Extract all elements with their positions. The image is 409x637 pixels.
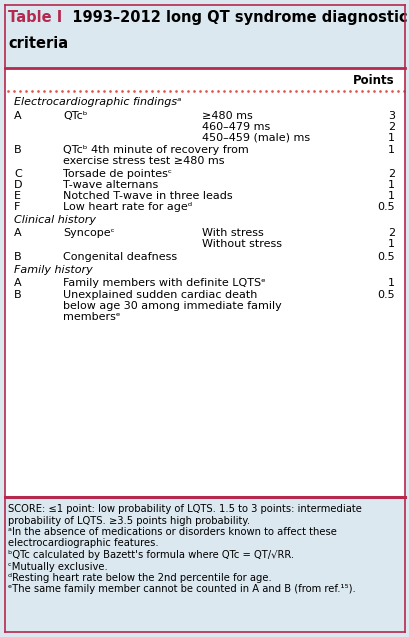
Text: ᵇQTc calculated by Bazett's formula where QTc = QT/√RR.: ᵇQTc calculated by Bazett's formula wher…	[8, 550, 293, 560]
Text: membersᵉ: membersᵉ	[63, 312, 120, 322]
Text: 2: 2	[387, 169, 394, 179]
Text: With stress: With stress	[202, 228, 263, 238]
Text: Without stress: Without stress	[202, 239, 281, 249]
Text: electrocardiographic features.: electrocardiographic features.	[8, 538, 158, 548]
Text: Family history: Family history	[14, 265, 92, 275]
Text: 3: 3	[387, 111, 394, 121]
Text: B: B	[14, 290, 22, 300]
Text: 1: 1	[387, 191, 394, 201]
Text: ᶜMutually exclusive.: ᶜMutually exclusive.	[8, 561, 108, 571]
Text: A: A	[14, 228, 22, 238]
Text: B: B	[14, 145, 22, 155]
Text: 2: 2	[387, 228, 394, 238]
Text: 460–479 ms: 460–479 ms	[202, 122, 270, 132]
Text: 0.5: 0.5	[376, 252, 394, 262]
Text: 2: 2	[387, 122, 394, 132]
Text: D: D	[14, 180, 22, 190]
Text: A: A	[14, 111, 22, 121]
Text: ≥480 ms: ≥480 ms	[202, 111, 252, 121]
Text: Table I: Table I	[8, 10, 62, 25]
Text: T-wave alternans: T-wave alternans	[63, 180, 158, 190]
Bar	[5, 68, 404, 497]
Text: Congenital deafness: Congenital deafness	[63, 252, 177, 262]
Bar	[5, 5, 404, 68]
Text: C: C	[14, 169, 22, 179]
Text: ᵉThe same family member cannot be counted in A and B (from ref.¹⁵).: ᵉThe same family member cannot be counte…	[8, 585, 355, 594]
Text: Torsade de pointesᶜ: Torsade de pointesᶜ	[63, 169, 172, 179]
Text: QTcᵇ 4th minute of recovery from: QTcᵇ 4th minute of recovery from	[63, 145, 248, 155]
Text: Unexplained sudden cardiac death: Unexplained sudden cardiac death	[63, 290, 257, 300]
Text: ᵃIn the absence of medications or disorders known to affect these: ᵃIn the absence of medications or disord…	[8, 527, 336, 537]
Text: Electrocardiographic findingsᵃ: Electrocardiographic findingsᵃ	[14, 97, 181, 107]
Text: B: B	[14, 252, 22, 262]
Text: 1: 1	[387, 145, 394, 155]
Text: 1: 1	[387, 278, 394, 288]
Text: below age 30 among immediate family: below age 30 among immediate family	[63, 301, 281, 311]
Text: 1: 1	[387, 180, 394, 190]
Text: 1: 1	[387, 239, 394, 249]
Text: 1993–2012 long QT syndrome diagnostic: 1993–2012 long QT syndrome diagnostic	[62, 10, 407, 25]
Text: Syncopeᶜ: Syncopeᶜ	[63, 228, 115, 238]
Text: Low heart rate for ageᵈ: Low heart rate for ageᵈ	[63, 202, 192, 212]
Text: Notched T-wave in three leads: Notched T-wave in three leads	[63, 191, 232, 201]
Text: QTcᵇ: QTcᵇ	[63, 111, 87, 121]
Text: F: F	[14, 202, 20, 212]
Text: A: A	[14, 278, 22, 288]
Text: exercise stress test ≥480 ms: exercise stress test ≥480 ms	[63, 156, 224, 166]
Text: Clinical history: Clinical history	[14, 215, 96, 225]
Text: E: E	[14, 191, 21, 201]
Text: 0.5: 0.5	[376, 202, 394, 212]
Text: SCORE: ≤1 point: low probability of LQTS. 1.5 to 3 points: intermediate: SCORE: ≤1 point: low probability of LQTS…	[8, 504, 361, 514]
Text: 1: 1	[387, 133, 394, 143]
Text: probability of LQTS. ≥3.5 points high probability.: probability of LQTS. ≥3.5 points high pr…	[8, 515, 249, 526]
Text: criteria: criteria	[8, 36, 68, 51]
Text: Family members with definite LQTSᵉ: Family members with definite LQTSᵉ	[63, 278, 265, 288]
Text: Points: Points	[353, 74, 394, 87]
Text: ᵈResting heart rate below the 2nd percentile for age.: ᵈResting heart rate below the 2nd percen…	[8, 573, 271, 583]
Text: 450–459 (male) ms: 450–459 (male) ms	[202, 133, 309, 143]
Text: 0.5: 0.5	[376, 290, 394, 300]
